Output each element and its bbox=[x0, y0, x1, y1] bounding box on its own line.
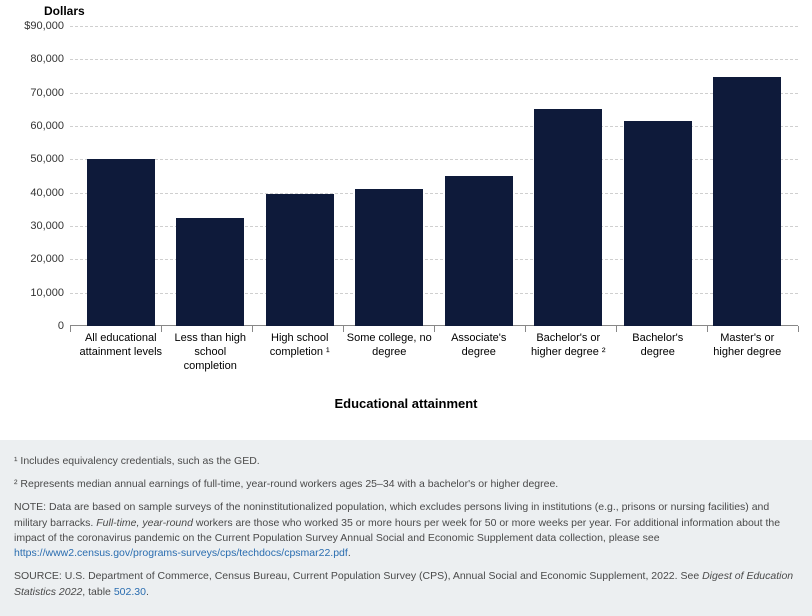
y-tick-label: 40,000 bbox=[30, 187, 70, 199]
bar bbox=[713, 77, 781, 326]
y-tick-label: 30,000 bbox=[30, 220, 70, 232]
note-em: Full-time, year-round bbox=[96, 517, 193, 529]
bar-group bbox=[70, 26, 798, 326]
bar bbox=[266, 194, 334, 326]
x-axis-title: Educational attainment bbox=[0, 396, 812, 411]
x-category-label: All educational attainment levels bbox=[78, 332, 164, 373]
bar bbox=[624, 121, 692, 326]
source-paragraph: SOURCE: U.S. Department of Commerce, Cen… bbox=[14, 569, 798, 599]
x-category-label: Less than high school completion bbox=[167, 332, 253, 373]
bar bbox=[87, 159, 155, 326]
footnotes-block: ¹ Includes equivalency credentials, such… bbox=[0, 440, 812, 616]
plot-area: 010,00020,00030,00040,00050,00060,00070,… bbox=[70, 26, 798, 326]
y-tick-label: 10,000 bbox=[30, 287, 70, 299]
y-tick-label: 20,000 bbox=[30, 253, 70, 265]
note-paragraph: NOTE: Data are based on sample surveys o… bbox=[14, 500, 798, 561]
bar bbox=[445, 176, 513, 326]
x-category-label: Some college, no degree bbox=[346, 332, 432, 373]
x-category-label: Associate's degree bbox=[436, 332, 522, 373]
y-tick-label: 70,000 bbox=[30, 87, 70, 99]
y-tick-label: 80,000 bbox=[30, 53, 70, 65]
y-tick-label: 50,000 bbox=[30, 153, 70, 165]
x-category-label: Master's or higher degree bbox=[704, 332, 790, 373]
footnote-1: ¹ Includes equivalency credentials, such… bbox=[14, 454, 798, 469]
x-labels-row: All educational attainment levelsLess th… bbox=[70, 332, 798, 373]
bar bbox=[176, 218, 244, 326]
x-category-label: Bachelor's or higher degree ² bbox=[525, 332, 611, 373]
footnote-2: ² Represents median annual earnings of f… bbox=[14, 477, 798, 492]
bar bbox=[355, 189, 423, 326]
bar bbox=[534, 109, 602, 326]
y-tick-label: $90,000 bbox=[24, 20, 70, 32]
note-link[interactable]: https://www2.census.gov/programs-surveys… bbox=[14, 547, 348, 559]
y-axis-title: Dollars bbox=[44, 4, 85, 18]
source-pre: SOURCE: U.S. Department of Commerce, Cen… bbox=[14, 570, 702, 582]
note-end: . bbox=[348, 547, 351, 559]
x-tick bbox=[798, 326, 799, 332]
y-tick-label: 60,000 bbox=[30, 120, 70, 132]
chart-container: Dollars 010,00020,00030,00040,00050,0006… bbox=[0, 0, 812, 440]
x-category-label: Bachelor's degree bbox=[615, 332, 701, 373]
y-tick-label: 0 bbox=[58, 320, 70, 332]
x-category-label: High school completion ¹ bbox=[257, 332, 343, 373]
